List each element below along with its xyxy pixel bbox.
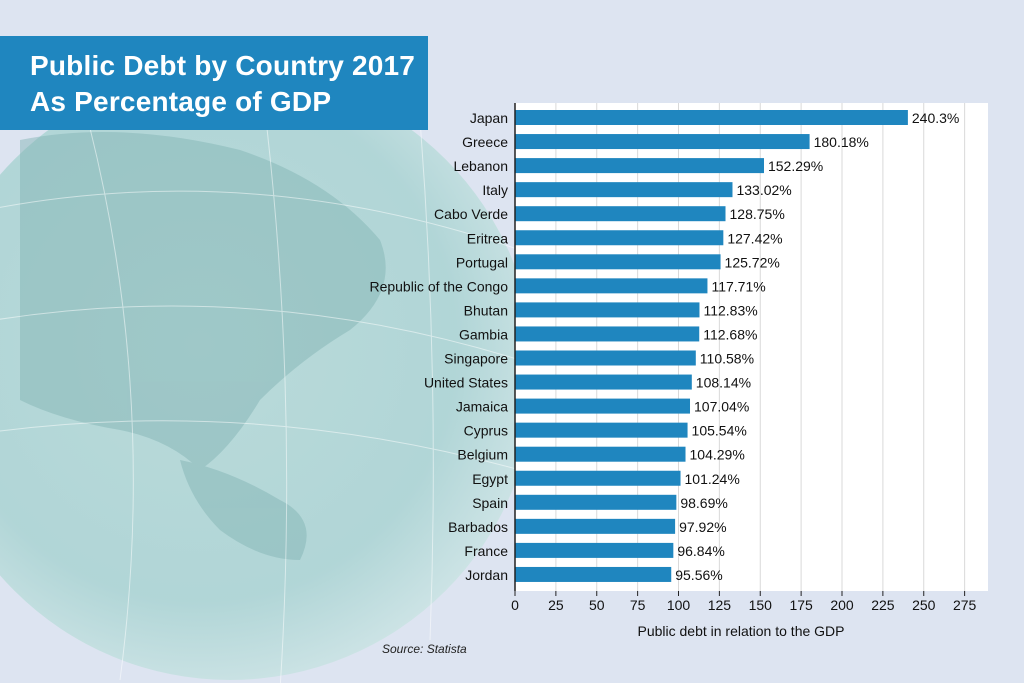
value-label: 98.69%	[680, 495, 727, 511]
title-banner: Public Debt by Country 2017 As Percentag…	[0, 36, 428, 130]
category-label: Italy	[482, 182, 508, 198]
value-label: 110.58%	[700, 351, 754, 367]
x-tick-label: 0	[511, 597, 519, 613]
value-label: 101.24%	[685, 471, 740, 487]
bar	[515, 326, 700, 342]
category-label: Egypt	[472, 471, 508, 487]
value-label: 112.68%	[703, 326, 757, 342]
x-axis-title: Public debt in relation to the GDP	[637, 623, 844, 639]
x-tick-label: 200	[830, 597, 854, 613]
value-label: 117.71%	[711, 278, 765, 294]
category-label: Singapore	[444, 351, 508, 367]
bar	[515, 542, 674, 558]
globe-landmass	[20, 132, 386, 560]
bar	[515, 254, 721, 270]
bar	[515, 374, 692, 390]
category-label: Greece	[462, 134, 508, 150]
value-label: 133.02%	[736, 182, 791, 198]
bar	[515, 470, 681, 486]
category-label: Cyprus	[464, 423, 508, 439]
value-label: 127.42%	[727, 230, 782, 246]
plot-area-background	[515, 103, 988, 591]
category-label: Japan	[470, 110, 508, 126]
category-label: Gambia	[459, 326, 508, 342]
category-label: Spain	[472, 495, 508, 511]
value-label: 240.3%	[912, 110, 959, 126]
x-tick-label: 50	[589, 597, 605, 613]
value-label: 112.83%	[703, 302, 757, 318]
x-tick-label: 225	[871, 597, 895, 613]
value-label: 180.18%	[814, 134, 869, 150]
x-tick-label: 175	[789, 597, 813, 613]
bar	[515, 230, 724, 246]
value-label: 108.14%	[696, 375, 751, 391]
x-axis-ticks: 0 25 50 75 100 125 150 175 200 225 250 275	[511, 591, 977, 613]
category-label: Jamaica	[456, 399, 508, 415]
globe-sphere	[0, 70, 535, 680]
globe-gridlines	[0, 69, 521, 683]
bar	[515, 566, 672, 582]
value-label: 97.92%	[679, 519, 726, 535]
bar	[515, 398, 691, 414]
chart-title-line1: Public Debt by Country 2017	[30, 50, 416, 81]
value-label: 125.72%	[725, 254, 780, 270]
source-note: Source: Statista	[382, 642, 467, 656]
bar	[515, 422, 688, 438]
bar	[515, 494, 677, 510]
value-label: 104.29%	[690, 447, 745, 463]
value-label: 107.04%	[694, 399, 749, 415]
category-label: Cabo Verde	[434, 206, 508, 222]
bar	[515, 518, 676, 534]
bar	[515, 278, 708, 294]
x-tick-label: 25	[548, 597, 564, 613]
value-label: 95.56%	[675, 567, 722, 583]
bar	[515, 302, 700, 318]
x-tick-label: 75	[630, 597, 646, 613]
value-label: 128.75%	[730, 206, 785, 222]
category-label: Jordan	[465, 567, 508, 583]
value-label: 105.54%	[692, 423, 747, 439]
bar	[515, 134, 810, 150]
bar	[515, 446, 686, 462]
bar	[515, 182, 733, 198]
x-tick-label: 275	[953, 597, 977, 613]
category-label: Bhutan	[464, 302, 508, 318]
category-label: Lebanon	[453, 158, 508, 174]
bar	[515, 206, 726, 222]
category-label: United States	[424, 375, 508, 391]
category-label: Barbados	[448, 519, 508, 535]
x-tick-label: 125	[708, 597, 732, 613]
bars	[515, 110, 908, 582]
bar	[515, 350, 696, 366]
category-label: Belgium	[457, 447, 508, 463]
x-tick-label: 100	[667, 597, 691, 613]
value-label: 152.29%	[768, 158, 823, 174]
bar	[515, 158, 764, 174]
category-label: Eritrea	[467, 230, 508, 246]
bar	[515, 110, 908, 125]
value-label: 96.84%	[677, 543, 724, 559]
category-label: Portugal	[456, 254, 508, 270]
x-tick-label: 150	[749, 597, 773, 613]
x-tick-label: 250	[912, 597, 936, 613]
category-label: France	[464, 543, 508, 559]
labels: Japan 240.3% Greece 180.18% Lebanon 152.29% It…	[369, 110, 959, 583]
category-label: Republic of the Congo	[369, 278, 508, 294]
chart-title-line2: As Percentage of GDP	[30, 86, 332, 117]
